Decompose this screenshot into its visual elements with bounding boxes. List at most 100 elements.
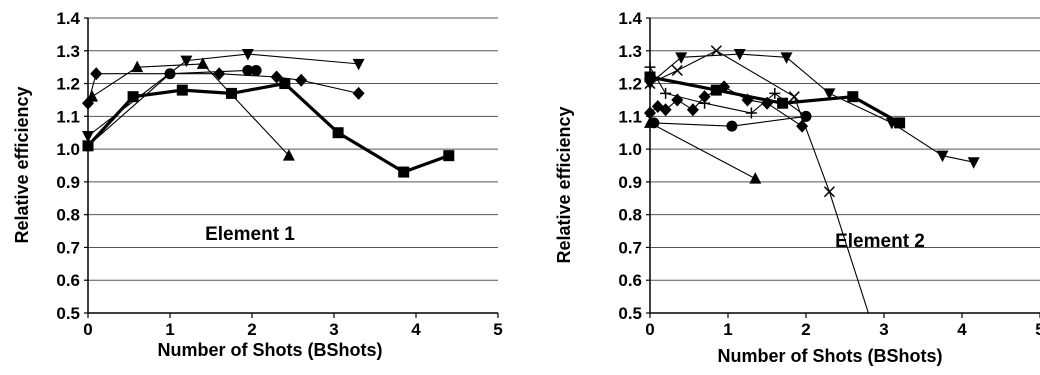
- series-line-triangle-up: [91, 63, 290, 157]
- data-point-circle: [250, 64, 262, 76]
- data-point-diamond: [659, 103, 672, 117]
- series-line-circle: [87, 69, 257, 147]
- y-tick-label: 0.9: [56, 173, 80, 192]
- data-point-square: [398, 166, 410, 178]
- data-point-triangle-up: [131, 60, 144, 73]
- data-point-plus: [769, 87, 781, 99]
- plot-area: [82, 49, 455, 178]
- data-point-diamond: [90, 67, 103, 81]
- data-point-diamond: [644, 106, 656, 120]
- data-point-diamond: [698, 90, 711, 104]
- y-tick-label: 0.8: [618, 206, 642, 225]
- data-point-circle: [242, 64, 254, 76]
- y-tick-label: 0.5: [618, 304, 642, 323]
- data-point-diamond: [352, 86, 365, 100]
- data-point-square: [176, 84, 188, 96]
- y-tick-label: 1.3: [56, 42, 80, 61]
- y-tick-label: 0.7: [618, 238, 642, 257]
- data-point-triangle-up: [644, 116, 656, 128]
- data-point-square: [847, 91, 859, 103]
- series-line-triangle-down: [87, 53, 359, 137]
- x-axis-label: Number of Shots (BShots): [158, 340, 383, 360]
- x-tick-label: 1: [165, 320, 174, 339]
- data-point-square: [127, 91, 139, 103]
- data-point-triangle-up: [749, 172, 762, 184]
- y-axis-label: Relative efficiency: [554, 106, 574, 263]
- data-point-circle: [82, 140, 94, 152]
- x-tick-label: 2: [247, 320, 256, 339]
- y-tick-label: 0.7: [56, 238, 80, 257]
- data-point-diamond: [796, 119, 809, 133]
- chart-panel-1: 0.5 0.6 0.7 0.8 0.9 1.0 1.1 1.2 1.3 1.4 0 1 2 3 4 5 Numb…: [12, 9, 503, 360]
- series-line-cross: [649, 50, 869, 313]
- data-point-square: [644, 71, 656, 83]
- x-tick-label: 0: [645, 320, 654, 339]
- y-tick-label: 0.9: [618, 173, 642, 192]
- data-point-triangle-down: [733, 49, 746, 61]
- y-axis-label: Relative efficiency: [12, 86, 32, 243]
- data-point-square: [443, 150, 455, 162]
- data-point-triangle-down: [780, 52, 793, 64]
- data-point-triangle-down: [675, 52, 688, 64]
- y-tick-label: 1.4: [618, 9, 642, 28]
- x-tick-label: 5: [1035, 320, 1040, 339]
- data-point-triangle-down: [352, 58, 365, 71]
- data-point-triangle-down: [967, 157, 980, 169]
- y-tick-label: 1.3: [618, 42, 642, 61]
- data-point-diamond: [270, 70, 283, 84]
- data-point-plus: [745, 107, 757, 119]
- x-tick-label: 1: [723, 320, 732, 339]
- data-point-cross: [644, 78, 656, 90]
- x-tick-label: 4: [957, 320, 967, 339]
- y-tick-label: 1.2: [618, 75, 642, 94]
- y-tick-label: 0.6: [618, 271, 642, 290]
- data-point-plus: [660, 87, 672, 99]
- x-tick-label: 3: [879, 320, 888, 339]
- y-tick-label: 1.1: [618, 107, 642, 126]
- data-point-plus: [800, 110, 812, 122]
- y-tick-label: 0.6: [56, 271, 80, 290]
- data-point-square: [894, 117, 906, 129]
- series-line-triangle-down: [649, 53, 974, 163]
- data-point-plus: [644, 61, 656, 73]
- data-point-square: [279, 78, 291, 90]
- x-tick-label: 5: [493, 320, 502, 339]
- data-point-square: [332, 127, 344, 139]
- data-point-triangle-down: [180, 55, 193, 68]
- data-point-cross: [823, 186, 835, 198]
- data-point-triangle-down: [823, 88, 836, 100]
- data-point-cross: [671, 64, 683, 76]
- y-tick-label: 1.2: [56, 75, 80, 94]
- y-tick-label: 1.4: [56, 9, 80, 28]
- y-tick-label: 1.0: [618, 140, 642, 159]
- data-point-square: [710, 84, 722, 96]
- y-tick-label: 1.1: [56, 107, 80, 126]
- data-point-diamond: [761, 96, 773, 110]
- series-line-square: [86, 81, 450, 174]
- x-tick-label: 2: [801, 320, 810, 339]
- data-point-square: [777, 97, 789, 109]
- x-tick-label: 4: [411, 320, 421, 339]
- data-point-diamond: [741, 93, 754, 107]
- data-point-diamond: [686, 103, 699, 117]
- data-point-square: [226, 87, 237, 99]
- data-point-triangle-up: [86, 90, 99, 102]
- x-tick-label: 0: [83, 320, 92, 339]
- data-point-triangle-up: [196, 57, 209, 69]
- data-point-triangle-down: [936, 150, 949, 163]
- plot-area: [644, 45, 980, 313]
- y-tick-label: 1.0: [56, 140, 80, 159]
- chart-panel-2: 0.5 0.6 0.7 0.8 0.9 1.0 1.1 1.2 1.3 1.4 0 1 2 3 4 5 Numb…: [554, 9, 1040, 366]
- x-tick-label: 3: [329, 320, 338, 339]
- data-point-cross: [710, 45, 722, 57]
- data-point-diamond: [718, 80, 731, 94]
- data-point-triangle-down: [82, 131, 94, 143]
- panel-annotation: Element 2: [835, 231, 925, 252]
- data-point-circle: [726, 120, 738, 132]
- data-point-cross: [788, 91, 800, 103]
- y-tick-label: 0.5: [56, 304, 80, 323]
- data-point-triangle-down: [241, 49, 254, 61]
- series-line-triangle-up: [649, 122, 756, 180]
